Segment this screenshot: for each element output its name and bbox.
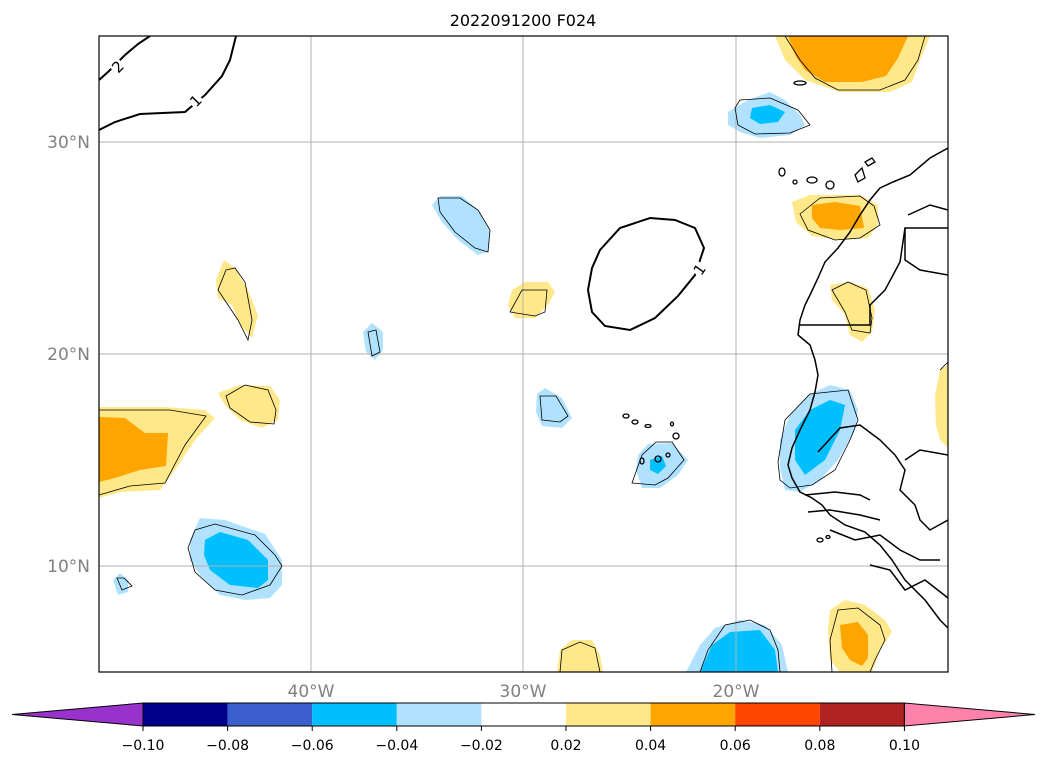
lon-label-30w: 30°W: [500, 682, 547, 702]
lat-label-20n: 20°N: [47, 345, 90, 365]
canary-island: [864, 157, 876, 167]
colorbar-tick-label: −0.06: [291, 738, 334, 754]
cape-verde-island: [639, 457, 645, 465]
shade-45w-17n: [218, 385, 280, 428]
coastlines: [787, 147, 948, 629]
lat-label-10n: 10°N: [47, 557, 90, 577]
guinea: [829, 529, 940, 561]
map-frame: [98, 35, 949, 673]
lon-label-40w: 40°W: [288, 682, 335, 702]
map-plot-area: 2 1 1: [99, 36, 948, 672]
bijagos-island: [825, 534, 831, 540]
shade-canaries-core: [812, 202, 864, 230]
shade-neg-35w-26n: [432, 196, 490, 255]
colorbar: −0.10 −0.08 −0.06 −0.04 −0.02 0.02 0.04 0.06 0.0…: [11, 702, 1036, 754]
canary-island: [854, 166, 866, 183]
map-title: 2022091200 F024: [450, 11, 597, 30]
colorbar-tick-label: −0.10: [122, 738, 165, 754]
canary-island: [825, 180, 835, 190]
shade-30w-22n: [508, 282, 555, 318]
cape-verde-island: [672, 432, 680, 440]
gambia: [804, 491, 871, 501]
colorbar-bin: [735, 703, 820, 726]
canary-island: [792, 179, 798, 185]
shade-east-edge: [935, 365, 948, 448]
colorbar-tick-label: 0.04: [635, 738, 666, 754]
shade-wsahara: [830, 282, 875, 342]
bijagos-island: [816, 537, 824, 543]
negative-shading-strong: [204, 105, 845, 672]
colorbar-bin: [396, 703, 482, 726]
thin-contours: [99, 36, 948, 672]
africa-coast: [787, 147, 948, 629]
graticule: [99, 36, 948, 672]
colorbar-under-extend: [11, 702, 144, 727]
colorbar-bin: [312, 703, 397, 726]
colorbar-over-extend: [903, 702, 1036, 727]
shade-neg-south-core: [700, 630, 778, 672]
colorbar-bin: [227, 703, 313, 726]
madeira-island: [793, 80, 807, 86]
cape-verde-island: [665, 452, 671, 458]
shade-neg-29w-17n: [536, 388, 572, 428]
cape-verde-island: [644, 423, 652, 429]
shade-neg-senegal-core: [795, 400, 845, 475]
cape-verde-island: [631, 419, 639, 425]
colorbar-frame: [142, 702, 905, 727]
shade-south-28w: [557, 640, 603, 672]
colorbar-tick-label: 0.10: [889, 738, 920, 754]
colorbar-bin: [481, 703, 566, 726]
shade-gulf-core: [840, 622, 868, 666]
islands: [622, 80, 876, 543]
colorbar-bin: [566, 703, 651, 726]
canary-island: [778, 167, 786, 177]
colorbar-tick-label: 0.02: [550, 738, 581, 754]
contour-1-center: [586, 216, 706, 332]
cape-verde-island: [622, 413, 630, 419]
colorbar-bin: [819, 703, 905, 726]
colorbar-bin: [143, 703, 228, 726]
mauritania-border: [904, 228, 948, 276]
lat-label-30n: 30°N: [47, 133, 90, 153]
colorbar-tick-label: −0.08: [206, 738, 249, 754]
contour-2: [99, 36, 151, 81]
shade-neg-cap-blanc-core: [750, 105, 785, 124]
colorbar-tick-label: 0.06: [720, 738, 751, 754]
shade-neg-44w-10n-core: [204, 532, 268, 588]
shade-neg-cape-verde-core: [650, 456, 666, 474]
shade-n-top-core: [788, 36, 908, 82]
colorbar-tick-label: −0.04: [375, 738, 418, 754]
cape-verde-island: [654, 455, 662, 463]
colorbar-bin: [650, 703, 736, 726]
colorbar-tick-label: 0.08: [804, 738, 835, 754]
morocco-border: [907, 204, 948, 216]
guinea-bissau: [807, 509, 881, 521]
cape-verde-island: [669, 421, 675, 427]
senegal-river: [817, 424, 948, 531]
lon-label-20w: 20°W: [713, 682, 760, 702]
shade-45w-23n: [216, 260, 258, 338]
canary-island: [806, 176, 818, 184]
mali-border: [904, 449, 948, 461]
sierra-leone: [869, 564, 948, 599]
shade-w-big-core: [99, 417, 168, 482]
positive-shading-strong: [99, 36, 908, 666]
colorbar-tick-label: −0.02: [460, 738, 503, 754]
